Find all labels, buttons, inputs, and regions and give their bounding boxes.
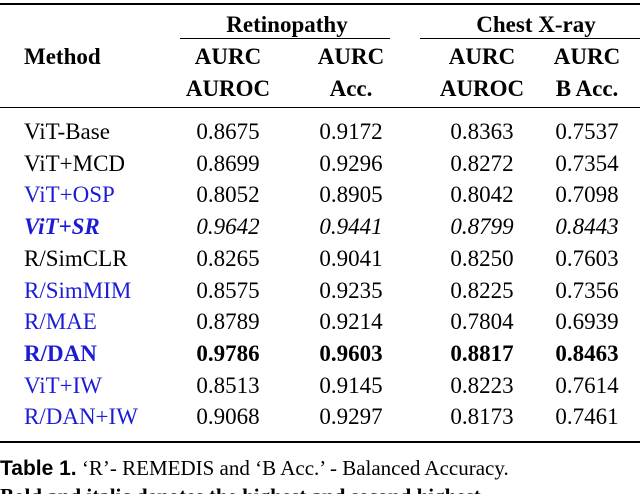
caption-label: Table 1. <box>0 457 77 480</box>
method-name: ViT+MCD <box>24 150 126 176</box>
method-name: R/SimCLR <box>24 245 128 271</box>
cell-value: 0.8042 <box>450 182 514 208</box>
cell-value: 0.9214 <box>319 309 383 335</box>
group-rule <box>420 38 640 39</box>
cell-value: 0.8513 <box>196 372 260 398</box>
caption-line: Bold and italic denotes the highest and … <box>0 484 481 494</box>
cell-value: 0.7098 <box>555 182 619 208</box>
column-header: AUROC <box>185 76 271 101</box>
method-name: ViT+IW <box>24 372 103 398</box>
group-rule <box>180 38 390 39</box>
column-header: AUROC <box>439 76 525 101</box>
column-header: AURC <box>553 44 621 69</box>
cell-value: 0.8443 <box>555 214 619 240</box>
cell-value: 0.8463 <box>555 340 619 366</box>
cell-value: 0.8173 <box>450 404 514 430</box>
bottom-rule <box>0 441 640 443</box>
method-name: R/SimMIM <box>24 277 132 303</box>
cell-value: 0.9041 <box>319 245 383 271</box>
cell-value: 0.7804 <box>450 309 514 335</box>
cell-value: 0.8272 <box>450 150 514 176</box>
caption: Table 1. ‘R’- REMEDIS and ‘B Acc.’ - Bal… <box>0 456 509 481</box>
cell-value: 0.8675 <box>196 119 260 144</box>
cell-value: 0.9172 <box>319 119 383 144</box>
cell-value: 0.9145 <box>319 372 383 398</box>
cell-value: 0.8225 <box>450 277 514 303</box>
column-header: B Acc. <box>555 76 619 101</box>
cell-value: 0.8799 <box>450 214 514 240</box>
cell-value: 0.9068 <box>196 404 260 430</box>
cell-value: 0.7461 <box>555 404 619 430</box>
method-name: ViT-Base <box>24 119 110 144</box>
cell-value: 0.8250 <box>450 245 514 271</box>
header-rule <box>0 107 640 108</box>
method-header: Method <box>24 44 101 69</box>
method-name: R/DAN+IW <box>24 404 138 430</box>
method-name: ViT+SR <box>24 214 100 240</box>
method-name: ViT+OSP <box>24 182 115 208</box>
column-header: AURC <box>194 44 262 69</box>
cell-value: 0.8265 <box>196 245 260 271</box>
cell-value: 0.7614 <box>555 372 619 398</box>
cell-value: 0.7603 <box>555 245 619 271</box>
cell-value: 0.8363 <box>450 119 514 144</box>
group-header: Chest X-ray <box>476 12 596 37</box>
cell-value: 0.8817 <box>450 340 514 366</box>
method-name: R/DAN <box>24 340 97 366</box>
column-header: AURC <box>448 44 516 69</box>
cell-value: 0.9642 <box>196 214 260 240</box>
cell-value: 0.9297 <box>319 404 383 430</box>
cell-value: 0.9786 <box>196 340 260 366</box>
method-name: R/MAE <box>24 309 97 335</box>
cell-value: 0.7354 <box>555 150 619 176</box>
cell-value: 0.8699 <box>196 150 260 176</box>
group-header: Retinopathy <box>226 12 348 37</box>
cell-value: 0.8789 <box>196 309 260 335</box>
cell-value: 0.7537 <box>555 119 619 144</box>
cell-value: 0.8575 <box>196 277 260 303</box>
column-header: AURC <box>317 44 385 69</box>
cell-value: 0.9603 <box>319 340 383 366</box>
cell-value: 0.7356 <box>555 277 619 303</box>
cell-value: 0.8223 <box>450 372 514 398</box>
cell-value: 0.6939 <box>555 309 619 335</box>
caption-text: ‘R’- REMEDIS and ‘B Acc.’ - Balanced Acc… <box>81 456 509 480</box>
cell-value: 0.9235 <box>319 277 383 303</box>
cell-value: 0.8905 <box>319 182 383 208</box>
column-header: Acc. <box>329 76 373 101</box>
cell-value: 0.9441 <box>319 214 383 240</box>
cell-value: 0.9296 <box>319 150 383 176</box>
top-rule <box>0 3 640 5</box>
cell-value: 0.8052 <box>196 182 260 208</box>
